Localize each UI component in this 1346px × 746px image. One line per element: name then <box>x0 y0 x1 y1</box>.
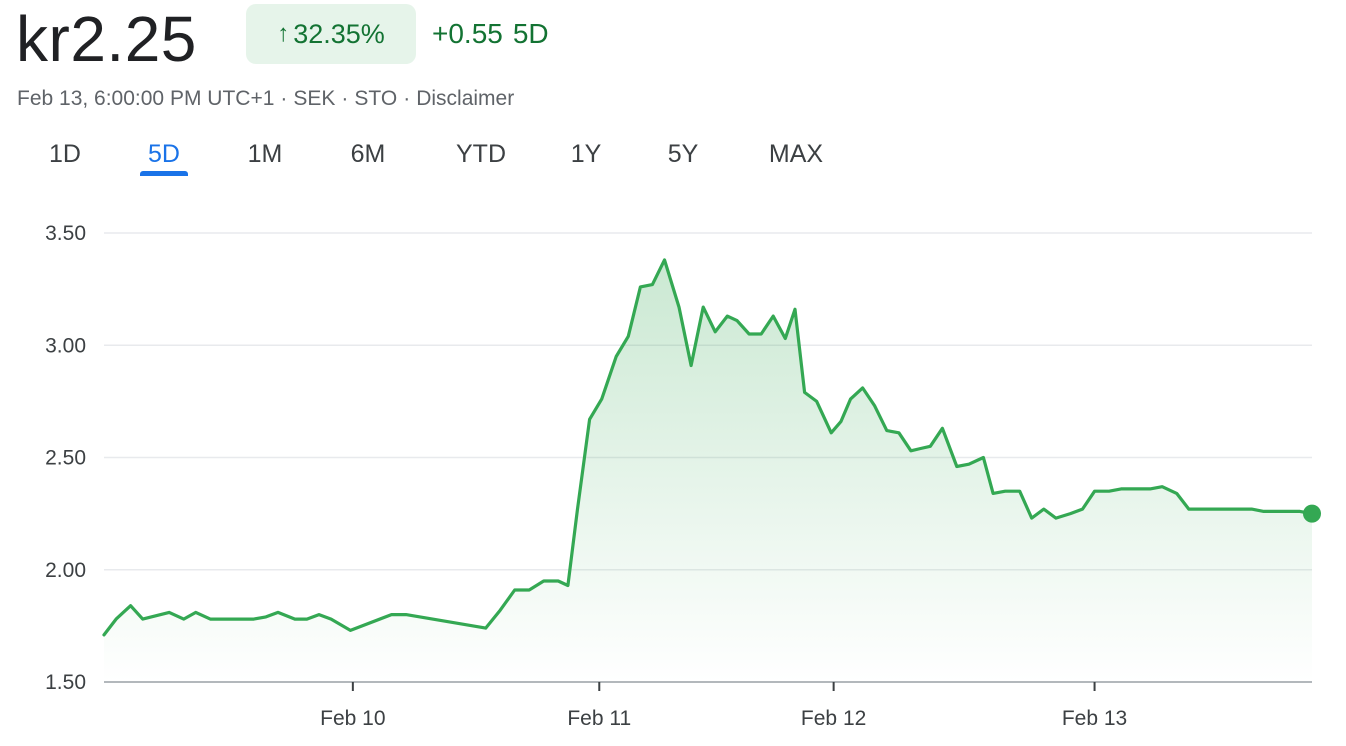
x-tick-label: Feb 11 <box>567 707 631 730</box>
change-percent-badge: ↑ 32.35% <box>246 4 416 64</box>
price-chart[interactable]: 1.50 2.00 2.50 3.00 3.50 Feb 10 Feb 11 Feb 12 Fe… <box>0 190 1346 746</box>
tab-ytd[interactable]: YTD <box>456 140 506 168</box>
tab-5y[interactable]: 5Y <box>667 140 699 168</box>
tab-6m[interactable]: 6M <box>350 140 386 168</box>
separator-dot: · <box>341 87 349 110</box>
quote-timestamp: Feb 13, 6:00:00 PM UTC+1 <box>17 87 275 110</box>
quote-meta: Feb 13, 6:00:00 PM UTC+1 · SEK · STO · Disclai… <box>17 86 514 112</box>
separator-dot: · <box>403 87 411 110</box>
tab-1m[interactable]: 1M <box>247 140 283 168</box>
series-area <box>104 259 1312 682</box>
last-price-point[interactable] <box>1303 504 1321 523</box>
change-period: 5D <box>512 18 549 49</box>
separator-dot: · <box>280 87 288 110</box>
tab-max[interactable]: MAX <box>768 140 824 168</box>
y-tick-label: 2.00 <box>45 559 86 582</box>
x-tick-label: Feb 12 <box>801 707 866 730</box>
current-price: kr2.25 <box>16 3 197 75</box>
change-absolute: +0.55 <box>432 18 503 49</box>
tab-5d[interactable]: 5D <box>148 140 180 168</box>
x-tick-label: Feb 13 <box>1062 707 1127 730</box>
x-tick-label: Feb 10 <box>320 707 385 730</box>
arrow-up-icon: ↑ <box>277 20 290 47</box>
range-tabs: 1D 5D 1M 6M YTD 1Y 5Y MAX <box>0 136 900 180</box>
quote-exchange: STO <box>354 87 398 110</box>
y-tick-label: 3.00 <box>45 334 86 357</box>
tab-1y[interactable]: 1Y <box>570 140 602 168</box>
change-percent: 32.35% <box>293 18 385 49</box>
y-tick-label: 3.50 <box>45 222 86 245</box>
change-summary: +0.55 5D <box>432 15 549 53</box>
y-tick-label: 2.50 <box>45 447 86 470</box>
series-line <box>102 258 1314 637</box>
quote-currency: SEK <box>293 87 336 110</box>
y-tick-label: 1.50 <box>45 671 86 694</box>
active-tab-indicator <box>140 171 188 176</box>
tab-1d[interactable]: 1D <box>49 140 81 168</box>
disclaimer-link[interactable]: Disclaimer <box>416 87 515 110</box>
